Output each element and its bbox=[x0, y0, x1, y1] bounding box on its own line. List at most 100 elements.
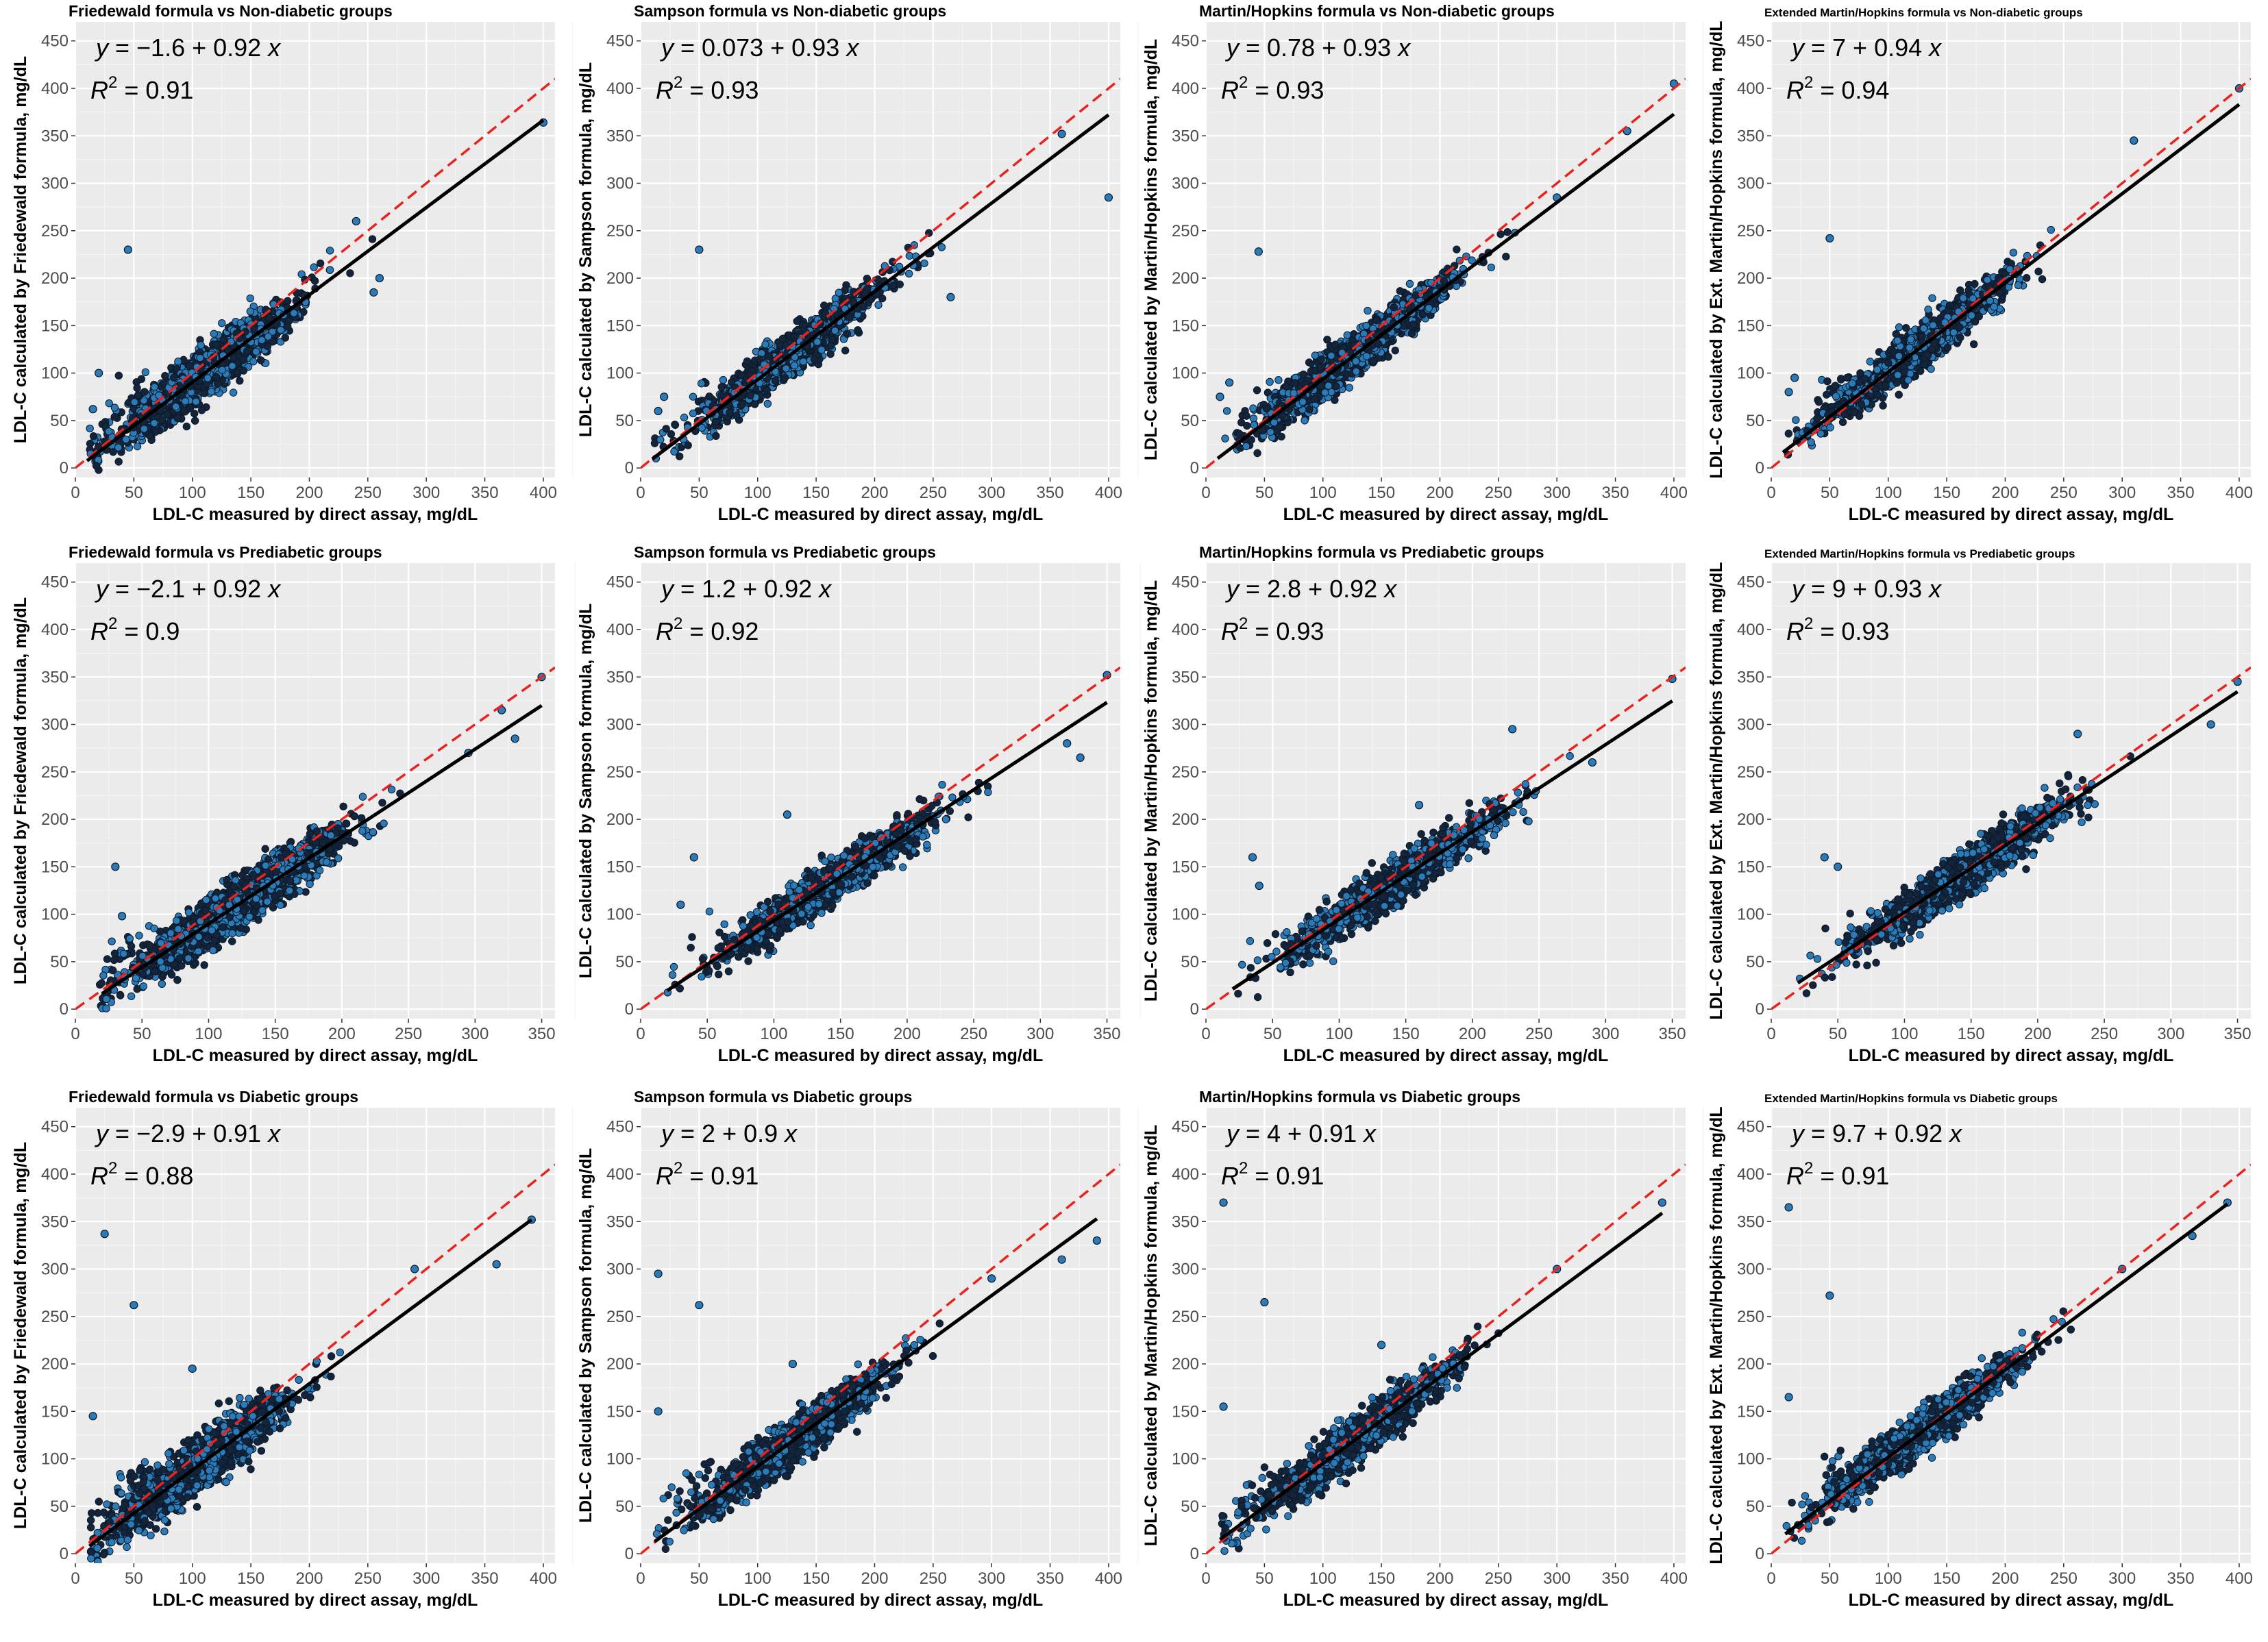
data-point bbox=[1249, 404, 1257, 412]
data-point bbox=[204, 374, 212, 382]
data-point bbox=[1384, 353, 1392, 361]
x-tick-label: 200 bbox=[1426, 484, 1453, 502]
x-tick-label: 100 bbox=[1309, 484, 1337, 502]
x-tick-label: 250 bbox=[1485, 484, 1512, 502]
identity-line bbox=[641, 77, 1120, 469]
data-point bbox=[1305, 405, 1314, 414]
data-point bbox=[670, 447, 678, 456]
data-point bbox=[310, 263, 318, 271]
data-point bbox=[213, 380, 222, 388]
data-point bbox=[1453, 245, 1461, 253]
data-point bbox=[1247, 436, 1255, 444]
data-point bbox=[197, 341, 205, 349]
data-point bbox=[684, 441, 692, 449]
y-tick-label: 150 bbox=[1737, 316, 1764, 335]
data-point bbox=[1253, 386, 1261, 395]
data-point bbox=[1242, 412, 1250, 420]
y-axis-label: LDL-C calculated by Martin/Hopkins formu… bbox=[1142, 39, 1161, 460]
data-point bbox=[782, 364, 790, 373]
data-point bbox=[150, 383, 159, 391]
data-point bbox=[1400, 322, 1408, 330]
x-tick-label: 100 bbox=[179, 484, 206, 502]
regression-line bbox=[86, 119, 545, 462]
data-layer bbox=[641, 77, 1120, 469]
data-point bbox=[1502, 252, 1510, 261]
data-point bbox=[140, 425, 149, 433]
data-point bbox=[1222, 407, 1231, 415]
scatter-panel-0-0: Friedewald formula vs Non-diabetic group… bbox=[11, 2, 574, 524]
data-point bbox=[1291, 379, 1299, 387]
data-point bbox=[874, 275, 882, 284]
data-point bbox=[1301, 416, 1309, 425]
data-point bbox=[810, 355, 819, 364]
x-tick-label: 100 bbox=[1875, 484, 1902, 502]
data-point bbox=[192, 397, 200, 406]
data-point bbox=[821, 309, 830, 318]
data-point bbox=[841, 346, 850, 355]
points-cloud bbox=[1221, 228, 1519, 458]
data-point bbox=[1468, 256, 1476, 264]
data-point bbox=[228, 362, 236, 370]
x-tick-label: 250 bbox=[920, 484, 947, 502]
data-point bbox=[650, 439, 659, 447]
y-tick-label: 150 bbox=[1172, 316, 1199, 335]
data-point bbox=[200, 389, 209, 397]
y-tick-label: 200 bbox=[41, 269, 69, 288]
outlier-point bbox=[123, 245, 132, 254]
data-point bbox=[1331, 396, 1339, 404]
data-point bbox=[874, 301, 883, 309]
data-point bbox=[310, 277, 319, 285]
x-tick-label: 0 bbox=[1766, 484, 1775, 502]
data-point bbox=[778, 334, 787, 343]
x-tick-label: 50 bbox=[125, 484, 143, 502]
y-tick-label: 100 bbox=[606, 364, 634, 383]
x-tick-label: 400 bbox=[1660, 484, 1688, 502]
data-point bbox=[680, 413, 689, 422]
x-tick-label: 300 bbox=[978, 484, 1005, 502]
data-point bbox=[763, 386, 771, 395]
data-point bbox=[1331, 340, 1340, 349]
data-point bbox=[1262, 404, 1271, 413]
y-tick-label: 100 bbox=[1172, 364, 1199, 383]
data-point bbox=[212, 373, 221, 381]
y-tick-label: 100 bbox=[1737, 364, 1764, 383]
data-point bbox=[151, 427, 160, 436]
data-point bbox=[89, 432, 98, 440]
data-point bbox=[1332, 382, 1340, 390]
data-point bbox=[846, 313, 854, 321]
outlier-point bbox=[369, 288, 378, 297]
data-point bbox=[110, 403, 119, 412]
data-point bbox=[1327, 351, 1335, 360]
data-point bbox=[368, 235, 377, 243]
data-point bbox=[739, 399, 747, 408]
x-tick-label: 350 bbox=[471, 484, 499, 502]
data-point bbox=[229, 388, 238, 397]
data-point bbox=[243, 347, 251, 356]
data-point bbox=[854, 326, 862, 334]
data-point bbox=[105, 399, 113, 408]
data-point bbox=[161, 371, 169, 380]
data-point bbox=[114, 371, 123, 380]
data-point bbox=[889, 282, 898, 290]
data-layer bbox=[75, 77, 555, 474]
y-tick-label: 350 bbox=[1172, 127, 1199, 145]
y-tick-label: 300 bbox=[1172, 175, 1199, 193]
y-tick-label: 0 bbox=[1755, 459, 1764, 477]
x-axis-label: LDL-C measured by direct assay, mg/dL bbox=[1283, 505, 1609, 524]
x-tick-label: 0 bbox=[1201, 484, 1210, 502]
y-tick-label: 350 bbox=[41, 127, 69, 145]
x-tick-label: 400 bbox=[1095, 484, 1122, 502]
data-layer bbox=[1206, 77, 1686, 469]
data-point bbox=[826, 350, 835, 358]
data-point bbox=[256, 356, 265, 364]
data-point bbox=[1895, 390, 1903, 399]
data-point bbox=[1879, 401, 1887, 410]
data-point bbox=[698, 423, 706, 432]
y-axis-label: LDL-C calculated by Friedewald formula, … bbox=[11, 56, 30, 443]
x-tick-label: 0 bbox=[71, 484, 79, 502]
data-point bbox=[173, 414, 182, 423]
data-point bbox=[743, 357, 752, 365]
data-point bbox=[210, 329, 218, 338]
data-point bbox=[190, 409, 199, 418]
